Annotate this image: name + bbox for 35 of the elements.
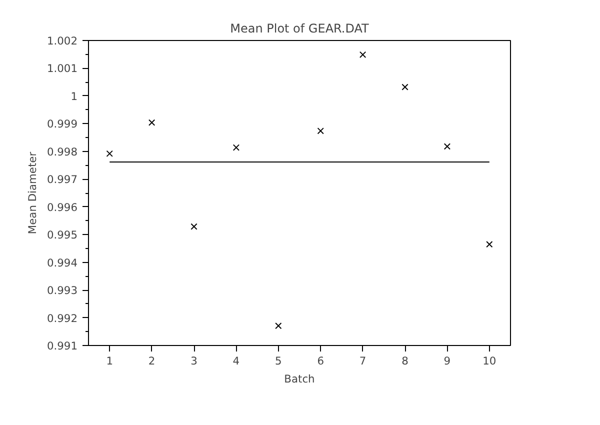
point — [444, 143, 451, 150]
y-tick-label: 1.001 — [46, 62, 78, 76]
y-tick-label: 0.992 — [46, 312, 78, 325]
y-tick-label: 0.995 — [46, 228, 78, 242]
x-axis-title: Batch — [284, 372, 315, 386]
point — [232, 144, 240, 151]
y-axis-title: Mean Diameter — [26, 151, 39, 234]
point — [148, 119, 156, 126]
point — [486, 240, 493, 248]
x-tick-label: 8 — [402, 354, 409, 368]
point — [317, 128, 324, 134]
x-tick-label: 7 — [359, 354, 366, 368]
x-tick-label: 10 — [482, 354, 496, 368]
y-tick-label: 0.994 — [46, 256, 78, 270]
y-tick-label: 0.991 — [46, 340, 78, 352]
chart-title: Mean Plot of GEAR.DAT — [230, 22, 370, 36]
x-tick-label: 6 — [317, 354, 324, 368]
x-tick-label: 9 — [444, 354, 451, 368]
point — [359, 51, 366, 58]
y-tick-label: 1.002 — [46, 34, 78, 48]
y-tick-label: 1 — [70, 90, 78, 103]
point — [190, 223, 198, 230]
y-tick-label: 0.996 — [46, 200, 78, 214]
y-tick-label: 0.993 — [46, 284, 78, 298]
point — [106, 150, 113, 157]
x-tick-label: 2 — [148, 354, 156, 368]
point — [275, 322, 282, 330]
x-tick-label: 1 — [106, 354, 113, 368]
y-tick-label: 0.998 — [46, 145, 78, 158]
y-tick-label: 0.999 — [46, 118, 78, 131]
y-tick-label: 0.997 — [46, 173, 78, 186]
x-tick-label: 4 — [232, 354, 240, 368]
point — [402, 84, 408, 90]
x-tick-label: 3 — [190, 354, 198, 368]
x-tick-label: 5 — [275, 354, 282, 368]
